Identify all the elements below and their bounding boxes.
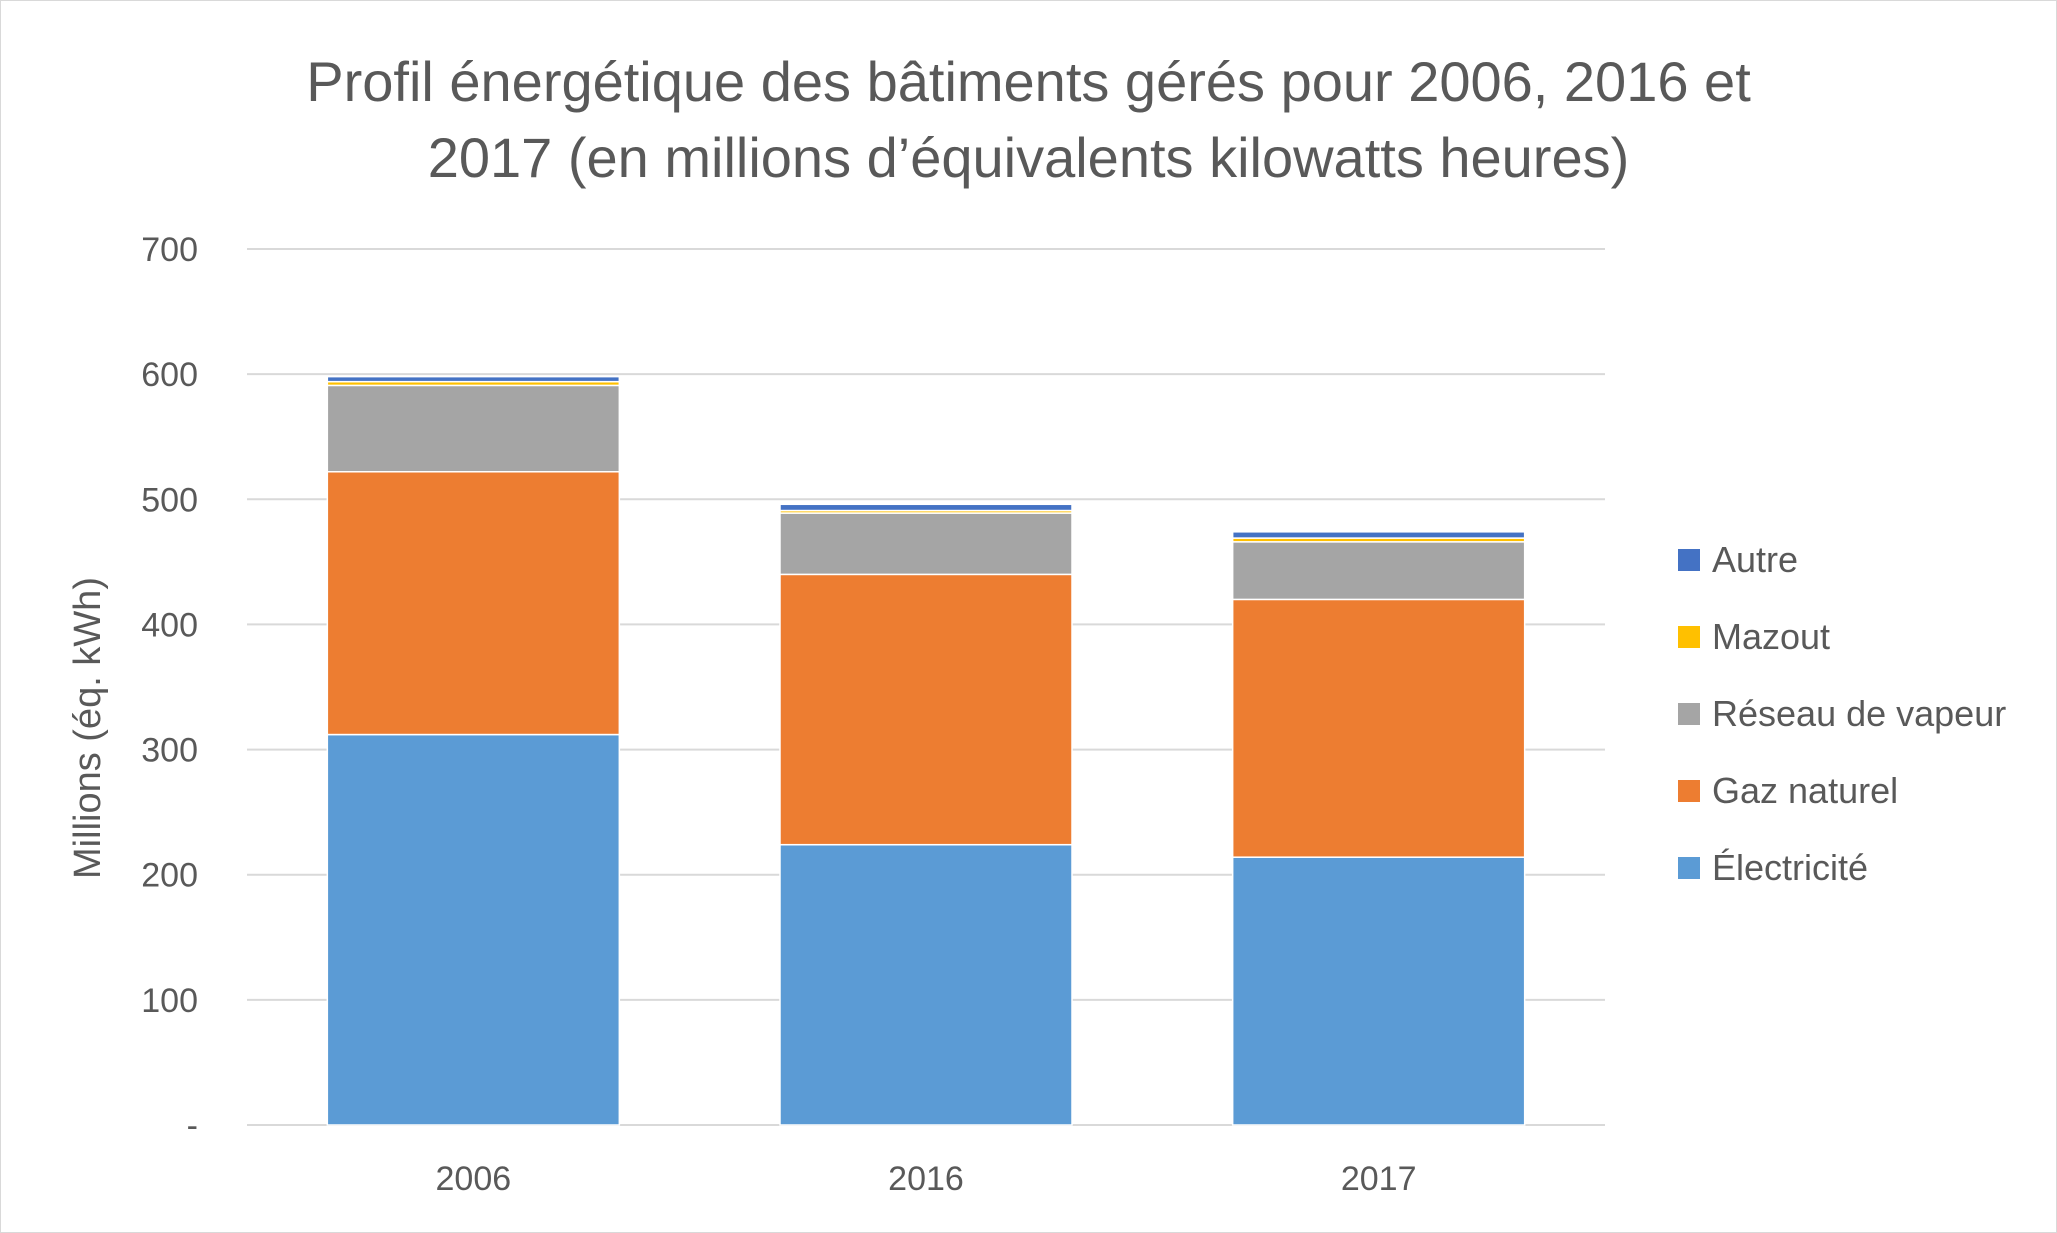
bar-2016-series-4 [779, 503, 1073, 512]
chart-title: Profil énergétique des bâtiments gérés p… [0, 44, 2057, 196]
legend-swatch-0 [1678, 857, 1700, 879]
y-tick-label-6: 600 [141, 356, 198, 394]
legend-label-2: Réseau de vapeur [1712, 693, 2006, 734]
bar-2017-series-0 [1231, 856, 1526, 1126]
bars [326, 375, 1526, 1126]
y-tick-label-4: 400 [141, 606, 198, 644]
bar-2006-series-4 [326, 375, 621, 383]
x-tick-label-2017: 2017 [1341, 1160, 1417, 1198]
bar-2006-series-0 [326, 733, 621, 1126]
y-tick-label-7: 700 [141, 231, 198, 269]
y-axis-ticks: - 100 200 300 400 500 600 700 [141, 231, 198, 1145]
chart-title-line2: 2017 (en millions d’équivalents kilowatt… [427, 126, 1630, 189]
bar-2006-series-1 [326, 471, 621, 736]
bar-2017-series-1 [1231, 598, 1526, 858]
y-tick-label-5: 500 [141, 481, 198, 519]
bar-2006-series-2 [326, 384, 621, 473]
y-axis-label: Millions (éq. kWh) [67, 577, 109, 879]
chart-title-line1: Profil énergétique des bâtiments gérés p… [306, 50, 1751, 113]
legend: Autre Mazout Réseau de vapeur Gaz naturel Él… [1678, 539, 2006, 888]
y-tick-label-0: - [187, 1107, 198, 1145]
x-tick-label-2016: 2016 [888, 1160, 964, 1198]
legend-swatch-2 [1678, 703, 1700, 725]
bar-2016-series-1 [779, 573, 1073, 846]
y-tick-label-3: 300 [141, 732, 198, 770]
y-tick-label-1: 100 [141, 982, 198, 1020]
legend-swatch-1 [1678, 780, 1700, 802]
legend-label-3: Mazout [1712, 616, 1830, 657]
legend-swatch-3 [1678, 626, 1700, 648]
x-tick-label-2006: 2006 [436, 1160, 512, 1198]
legend-label-4: Autre [1712, 539, 1798, 580]
x-axis-ticks: 2006 2016 2017 [436, 1160, 1417, 1198]
legend-label-1: Gaz naturel [1712, 770, 1898, 811]
y-tick-label-2: 200 [141, 857, 198, 895]
bar-2017-series-2 [1231, 541, 1526, 601]
bar-2016-series-0 [779, 843, 1073, 1126]
bar-2016-series-2 [779, 512, 1073, 576]
legend-swatch-4 [1678, 549, 1700, 571]
bar-2017-series-4 [1231, 531, 1526, 539]
legend-label-0: Électricité [1712, 847, 1868, 888]
